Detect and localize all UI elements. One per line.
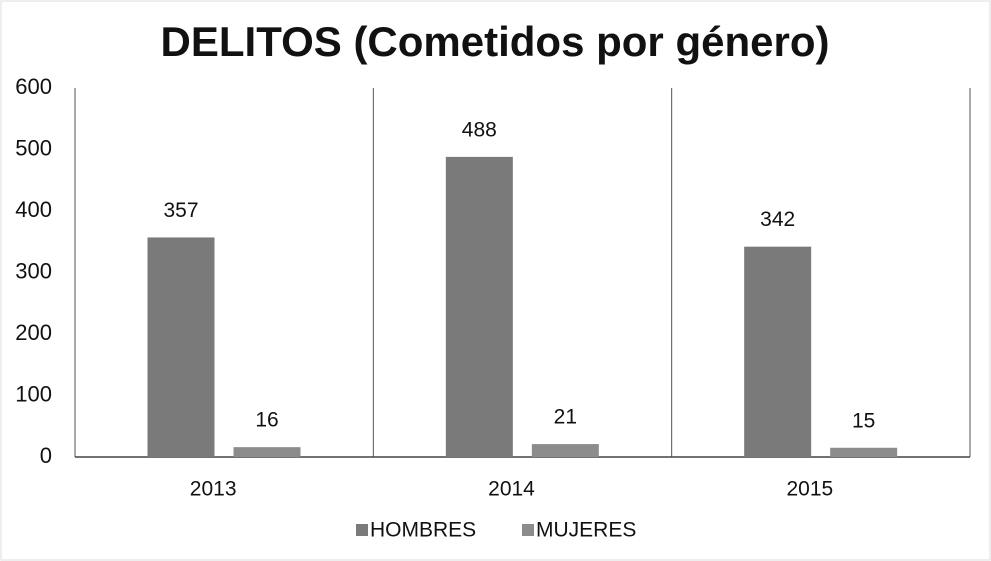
y-tick-label: 100	[15, 381, 52, 406]
x-tick-label: 2015	[786, 478, 833, 501]
bar	[147, 237, 215, 457]
bar	[830, 447, 898, 457]
data-label: 488	[462, 118, 497, 141]
chart-title: DELITOS (Cometidos por género)	[161, 18, 830, 65]
legend-label: HOMBRES	[370, 519, 476, 542]
x-tick-label: 2013	[190, 478, 237, 501]
data-label: 15	[852, 409, 875, 432]
y-tick-label: 500	[15, 135, 52, 160]
bar	[445, 156, 513, 457]
bar	[531, 444, 599, 457]
y-tick-label: 200	[15, 320, 52, 345]
legend-label: MUJERES	[536, 519, 636, 542]
y-tick-label: 0	[40, 443, 52, 468]
bar	[233, 447, 301, 457]
x-tick-label: 2014	[488, 478, 535, 501]
y-tick-label: 400	[15, 197, 52, 222]
data-label: 342	[760, 208, 795, 231]
y-tick-label: 600	[15, 74, 52, 99]
data-label: 16	[255, 409, 278, 432]
data-label: 21	[554, 406, 577, 429]
legend-swatch	[356, 524, 368, 536]
bar	[744, 246, 812, 457]
legend-swatch	[522, 524, 534, 536]
data-label: 357	[163, 199, 198, 222]
y-tick-label: 300	[15, 258, 52, 283]
